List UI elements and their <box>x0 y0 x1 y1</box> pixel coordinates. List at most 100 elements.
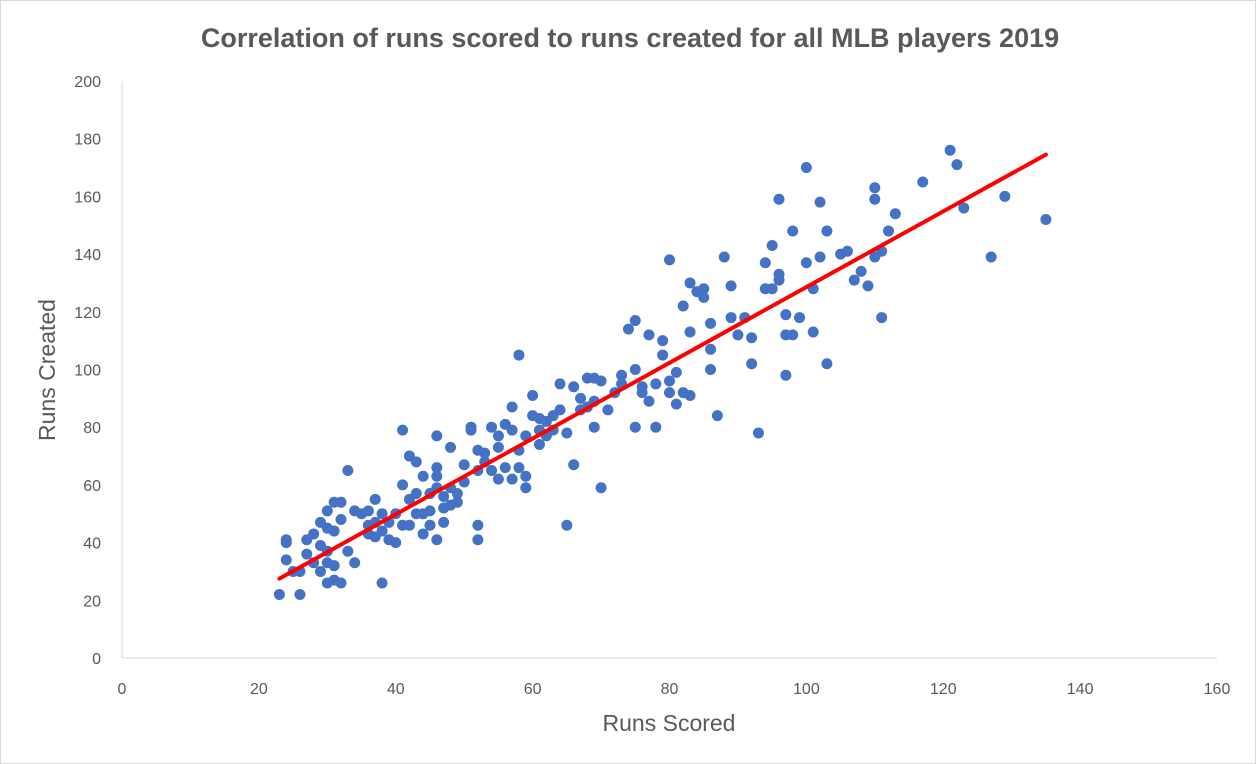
data-point <box>294 589 306 601</box>
data-point <box>622 323 634 335</box>
data-point <box>684 389 696 401</box>
data-point <box>451 488 463 500</box>
data-point <box>985 251 997 263</box>
data-point <box>650 378 662 390</box>
data-point <box>684 277 696 289</box>
data-point <box>684 326 696 338</box>
data-point <box>397 424 409 436</box>
data-point <box>397 479 409 491</box>
data-point <box>424 505 436 517</box>
data-point <box>472 534 484 546</box>
data-point <box>650 421 662 433</box>
tick-labels: 0 20 40 60 80 100 120 140 160 0 20 40 60 80 100 120 140 1… <box>74 74 1230 698</box>
data-point <box>492 441 504 453</box>
data-point <box>492 473 504 485</box>
data-point <box>403 519 415 531</box>
data-point <box>335 577 347 589</box>
y-tick-label: 20 <box>83 593 101 610</box>
x-tick-label: 140 <box>1067 681 1094 698</box>
data-point <box>869 182 881 194</box>
data-point <box>664 254 675 266</box>
data-point <box>807 326 819 338</box>
data-point <box>369 493 381 505</box>
data-point <box>520 470 532 482</box>
trendline <box>277 152 1048 581</box>
data-point <box>814 196 826 208</box>
x-axis-label: Runs Scored <box>603 710 736 736</box>
y-tick-label: 40 <box>83 536 101 553</box>
y-tick-label: 60 <box>83 478 101 495</box>
y-tick-label: 0 <box>92 651 101 668</box>
x-tick-label: 20 <box>250 681 268 698</box>
data-point <box>376 577 388 589</box>
data-point <box>492 430 504 442</box>
data-point <box>629 421 641 433</box>
data-point <box>554 378 566 390</box>
y-tick-label: 120 <box>74 305 101 322</box>
data-point <box>876 312 888 324</box>
data-point <box>595 482 607 494</box>
data-point <box>629 314 641 326</box>
data-point <box>780 369 792 381</box>
data-point <box>746 358 758 370</box>
data-point <box>766 239 778 251</box>
x-tick-label: 80 <box>661 681 679 698</box>
data-point <box>499 462 511 474</box>
data-point <box>698 283 710 295</box>
data-point <box>944 144 956 156</box>
data-point <box>349 557 361 569</box>
x-tick-label: 100 <box>793 681 820 698</box>
data-point <box>342 464 354 476</box>
data-point <box>657 349 669 361</box>
data-point <box>657 335 669 347</box>
data-point <box>670 366 682 378</box>
data-point <box>999 190 1011 202</box>
data-point <box>486 464 498 476</box>
data-point <box>759 257 771 269</box>
data-point <box>417 528 429 540</box>
data-point <box>527 389 539 401</box>
data-point <box>308 528 320 540</box>
data-point <box>773 268 785 280</box>
y-tick-label: 100 <box>74 363 101 380</box>
data-point <box>588 421 600 433</box>
data-point <box>800 162 812 174</box>
data-point <box>486 421 498 433</box>
data-point <box>787 225 799 237</box>
data-point <box>390 537 402 549</box>
data-point <box>328 560 340 572</box>
data-point <box>533 439 545 451</box>
data-point <box>465 424 477 436</box>
data-points <box>273 144 1052 601</box>
data-point <box>855 265 867 277</box>
data-point <box>438 516 450 528</box>
data-point <box>752 427 764 439</box>
data-point <box>636 387 648 399</box>
y-tick-label: 140 <box>74 247 101 264</box>
data-point <box>841 245 853 257</box>
data-point <box>664 375 675 387</box>
trendline-group <box>277 152 1048 581</box>
data-point <box>342 545 354 557</box>
data-point <box>862 280 874 292</box>
data-point <box>410 488 422 500</box>
data-point <box>424 519 436 531</box>
data-point <box>794 312 806 324</box>
data-point <box>698 291 710 303</box>
data-point <box>513 349 525 361</box>
data-point <box>917 176 929 188</box>
data-point <box>725 280 737 292</box>
data-point <box>711 410 723 422</box>
x-tick-label: 0 <box>118 681 127 698</box>
data-point <box>431 534 443 546</box>
y-axis-label: Runs Created <box>34 299 60 441</box>
data-point <box>575 392 587 404</box>
data-point <box>1040 213 1052 225</box>
y-tick-label: 200 <box>74 74 101 91</box>
data-point <box>643 329 655 341</box>
data-point <box>869 193 881 205</box>
x-tick-label: 160 <box>1204 681 1231 698</box>
data-point <box>821 225 833 237</box>
data-point <box>472 519 484 531</box>
data-point <box>417 470 429 482</box>
